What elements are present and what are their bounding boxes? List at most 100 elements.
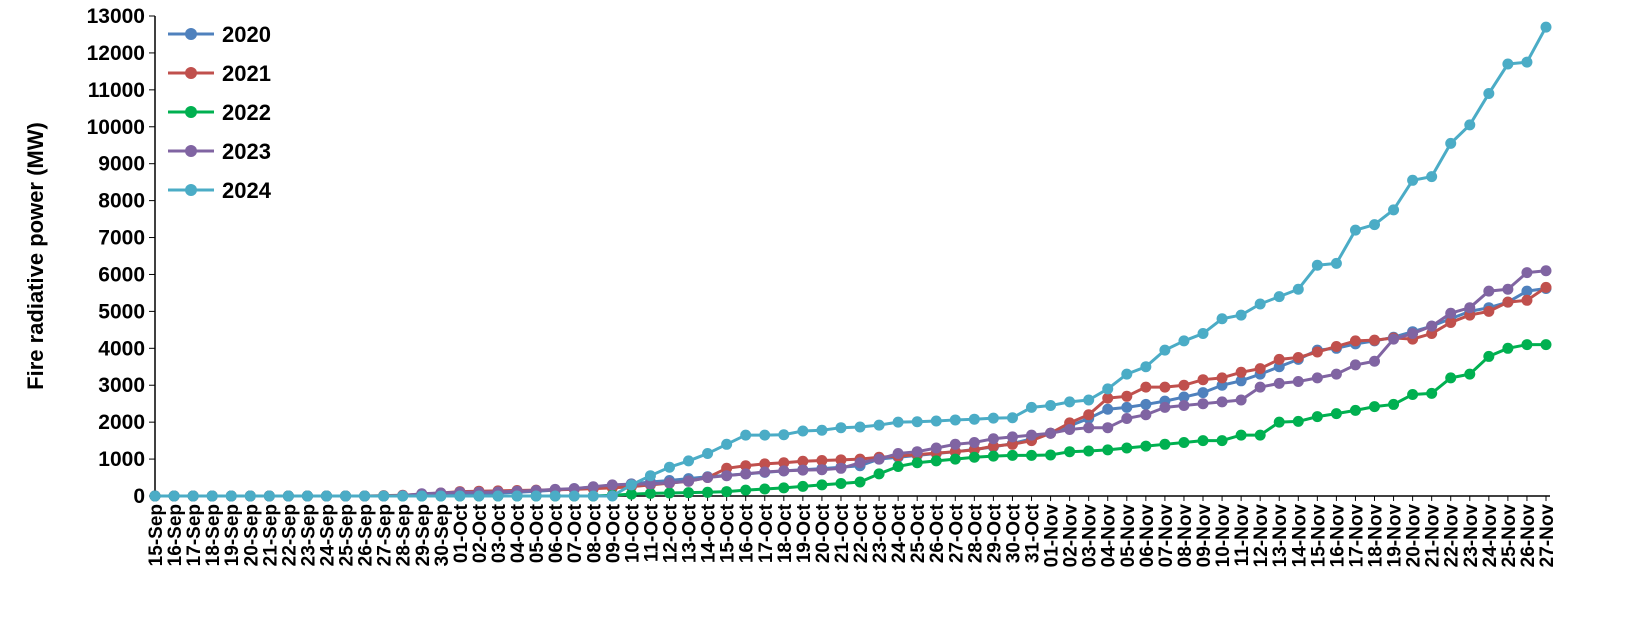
data-point (1235, 309, 1247, 321)
x-tick-label: 30-Sep (432, 504, 453, 566)
data-point (1026, 429, 1038, 441)
data-point (1235, 394, 1247, 406)
data-point (1311, 372, 1323, 384)
data-point (1292, 376, 1304, 388)
data-point (949, 414, 961, 426)
x-tick-label: 03-Nov (1080, 504, 1101, 568)
data-point (1140, 398, 1152, 410)
data-point (1273, 291, 1285, 303)
x-tick-label: 18-Sep (203, 504, 224, 566)
data-point (1026, 401, 1038, 413)
x-tick-label: 16-Nov (1327, 504, 1348, 568)
data-point (835, 422, 847, 434)
data-point (568, 490, 580, 502)
series-2023 (149, 265, 1552, 502)
x-tick-label: 31-Oct (1023, 503, 1044, 563)
y-tick-label: 9000 (98, 153, 145, 176)
data-point (1102, 403, 1114, 415)
data-point (1197, 398, 1209, 410)
data-point (854, 421, 866, 433)
data-point (1083, 394, 1095, 406)
data-point (1502, 342, 1514, 354)
data-point (1254, 429, 1266, 441)
data-point (1197, 435, 1209, 447)
x-tick-label: 14-Oct (699, 503, 720, 563)
data-point (1330, 368, 1342, 380)
data-point (663, 461, 675, 473)
x-tick-label: 10-Oct (622, 503, 643, 563)
series-2022 (149, 339, 1552, 502)
x-tick-label: 27-Nov (1537, 504, 1558, 568)
data-point (1178, 379, 1190, 391)
y-tick-label: 2000 (98, 411, 145, 434)
x-tick-label: 22-Nov (1442, 504, 1463, 568)
data-point (1502, 296, 1514, 308)
series-layer (149, 21, 1552, 502)
legend-label: 2020 (222, 22, 271, 47)
x-tick-label: 26-Nov (1518, 504, 1539, 568)
data-point (797, 464, 809, 476)
data-point (892, 448, 904, 460)
x-tick-label: 21-Nov (1423, 504, 1444, 568)
data-point (1159, 344, 1171, 356)
data-point (987, 450, 999, 462)
data-point (1464, 302, 1476, 314)
data-point (1540, 281, 1552, 293)
data-point (797, 455, 809, 467)
data-point (1006, 449, 1018, 461)
data-point (587, 490, 599, 502)
data-point (168, 490, 180, 502)
data-point (778, 465, 790, 477)
y-tick-label: 7000 (98, 227, 145, 250)
x-tick-label: 05-Oct (527, 503, 548, 563)
data-point (683, 455, 695, 467)
data-point (911, 416, 923, 428)
data-point (1426, 387, 1438, 399)
data-point (987, 412, 999, 424)
x-tick-label: 19-Oct (794, 503, 815, 563)
data-point (702, 448, 714, 460)
data-point (1140, 409, 1152, 421)
data-point (1407, 174, 1419, 186)
x-tick-label: 04-Nov (1099, 504, 1120, 568)
data-point (797, 480, 809, 492)
data-point (892, 460, 904, 472)
data-point (1388, 398, 1400, 410)
x-tick-label: 28-Oct (965, 503, 986, 563)
x-tick-label: 03-Oct (489, 503, 510, 563)
y-axis-title: Fire radiative power (MW) (23, 122, 48, 390)
data-point (625, 488, 637, 500)
data-point (1216, 396, 1228, 408)
data-point (1216, 435, 1228, 447)
data-point (1159, 438, 1171, 450)
legend-item-2022: 2022 (168, 100, 271, 125)
data-point (1216, 313, 1228, 325)
data-point (1140, 361, 1152, 373)
data-point (702, 472, 714, 484)
data-point (1121, 390, 1133, 402)
data-point (1445, 316, 1457, 328)
x-tick-label: 09-Oct (603, 503, 624, 563)
y-tick-label: 12000 (87, 42, 145, 65)
x-tick-label: 19-Nov (1385, 504, 1406, 568)
data-point (1121, 442, 1133, 454)
data-point (1369, 219, 1381, 231)
series-line-2023 (155, 269, 1547, 498)
x-tick-label: 05-Nov (1118, 504, 1139, 568)
legend-marker (185, 106, 197, 118)
x-tick-label: 27-Oct (946, 503, 967, 563)
data-point (1102, 392, 1114, 404)
data-point (1045, 449, 1057, 461)
x-tick-label: 26-Sep (356, 504, 377, 566)
data-point (816, 479, 828, 491)
data-point (1349, 359, 1361, 371)
data-point (740, 484, 752, 496)
data-point (740, 468, 752, 480)
data-point (1064, 396, 1076, 408)
data-point (721, 486, 733, 498)
y-tick-label: 8000 (98, 190, 145, 213)
data-point (473, 490, 485, 502)
x-tick-label: 22-Sep (279, 504, 300, 566)
data-point (1426, 171, 1438, 183)
